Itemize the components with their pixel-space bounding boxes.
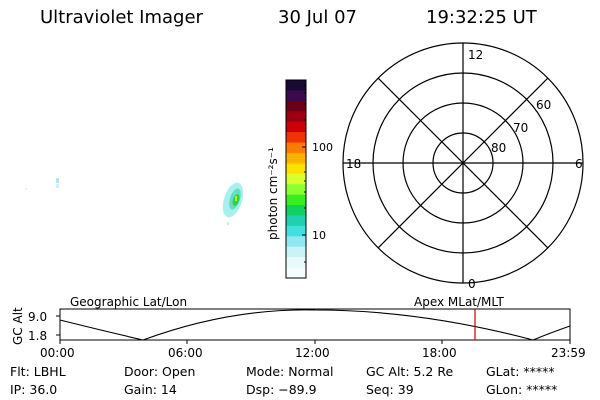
date-label: 30 Jul 07 — [278, 7, 357, 28]
colorbar-frame — [285, 79, 307, 279]
aurora-blob-left — [56, 178, 59, 188]
mlt-label-12: 12 — [468, 48, 483, 62]
time-label: 19:32:25 UT — [426, 7, 537, 28]
x-tick-2359: 23:59 — [551, 346, 586, 360]
status-ip: IP: 36.0 — [10, 382, 58, 397]
instrument-title: Ultraviolet Imager — [40, 7, 203, 28]
status-seq: Seq: 39 — [366, 382, 414, 397]
gc-alt-axis-title: GC Alt — [11, 307, 25, 345]
colorbar-segment — [286, 194, 306, 206]
lat-label-80: 80 — [491, 141, 506, 155]
x-tick-0600: 06:00 — [168, 346, 203, 360]
x-tick-0000: 00:00 — [40, 346, 75, 360]
x-tick-1200: 12:00 — [295, 346, 330, 360]
colorbar-segment — [286, 163, 306, 175]
colorbar-segment — [286, 236, 306, 248]
mlt-diagonal — [377, 77, 549, 249]
status-gain: Gain: 14 — [124, 382, 177, 397]
apex-mlat-mlt-label: Apex MLat/MLT — [414, 295, 504, 309]
status-dsp: Dsp: −89.9 — [246, 382, 317, 397]
mlt-label-18: 18 — [346, 157, 361, 171]
colorbar-segment — [286, 257, 306, 269]
colorbar-segment — [286, 205, 306, 216]
altitude-curve — [59, 309, 571, 341]
status-door: Door: Open — [124, 364, 196, 379]
colorbar-segment — [286, 142, 306, 154]
y-tick-9: 9.0 — [28, 310, 47, 324]
y-tick-1-8: 1.8 — [28, 329, 47, 343]
aurora-speck — [25, 188, 27, 190]
colorbar-segment — [286, 100, 306, 112]
mlt-label-0: 0 — [468, 277, 476, 291]
lat-label-70: 70 — [513, 121, 528, 135]
colorbar-tick-10: 10 — [312, 229, 326, 242]
colorbar-segment — [286, 90, 306, 102]
colorbar-segment — [286, 111, 306, 123]
colorbar-segment — [286, 80, 306, 91]
mlt-label-6: 6 — [575, 157, 583, 171]
colorbar-segment — [286, 173, 306, 185]
geo-latlon-label: Geographic Lat/Lon — [70, 295, 188, 309]
aurora-speck — [227, 222, 229, 225]
colorbar-segment — [286, 267, 306, 279]
colorbar-segment — [286, 121, 306, 133]
lat-label-60: 60 — [536, 98, 551, 112]
colorbar-segment — [286, 246, 306, 258]
colorbar-segment — [286, 184, 306, 196]
status-mode: Mode: Normal — [246, 364, 334, 379]
status-glat: GLat: ***** — [486, 364, 555, 379]
aurora-blob-main — [222, 182, 244, 218]
colorbar-unit-label: photon cm⁻²s⁻¹ — [266, 147, 280, 240]
status-glon: GLon: ***** — [486, 382, 558, 397]
colorbar-tick-100: 100 — [312, 141, 333, 154]
colorbar-segment — [286, 225, 306, 237]
orbit-plot-frame — [59, 308, 571, 341]
colorbar-segment — [286, 132, 306, 144]
status-gc-alt: GC Alt: 5.2 Re — [366, 364, 454, 379]
colorbar-segment — [286, 215, 306, 227]
x-tick-1800: 18:00 — [422, 346, 457, 360]
status-filter: Flt: LBHL — [10, 364, 66, 379]
colorbar-segment — [286, 152, 306, 164]
